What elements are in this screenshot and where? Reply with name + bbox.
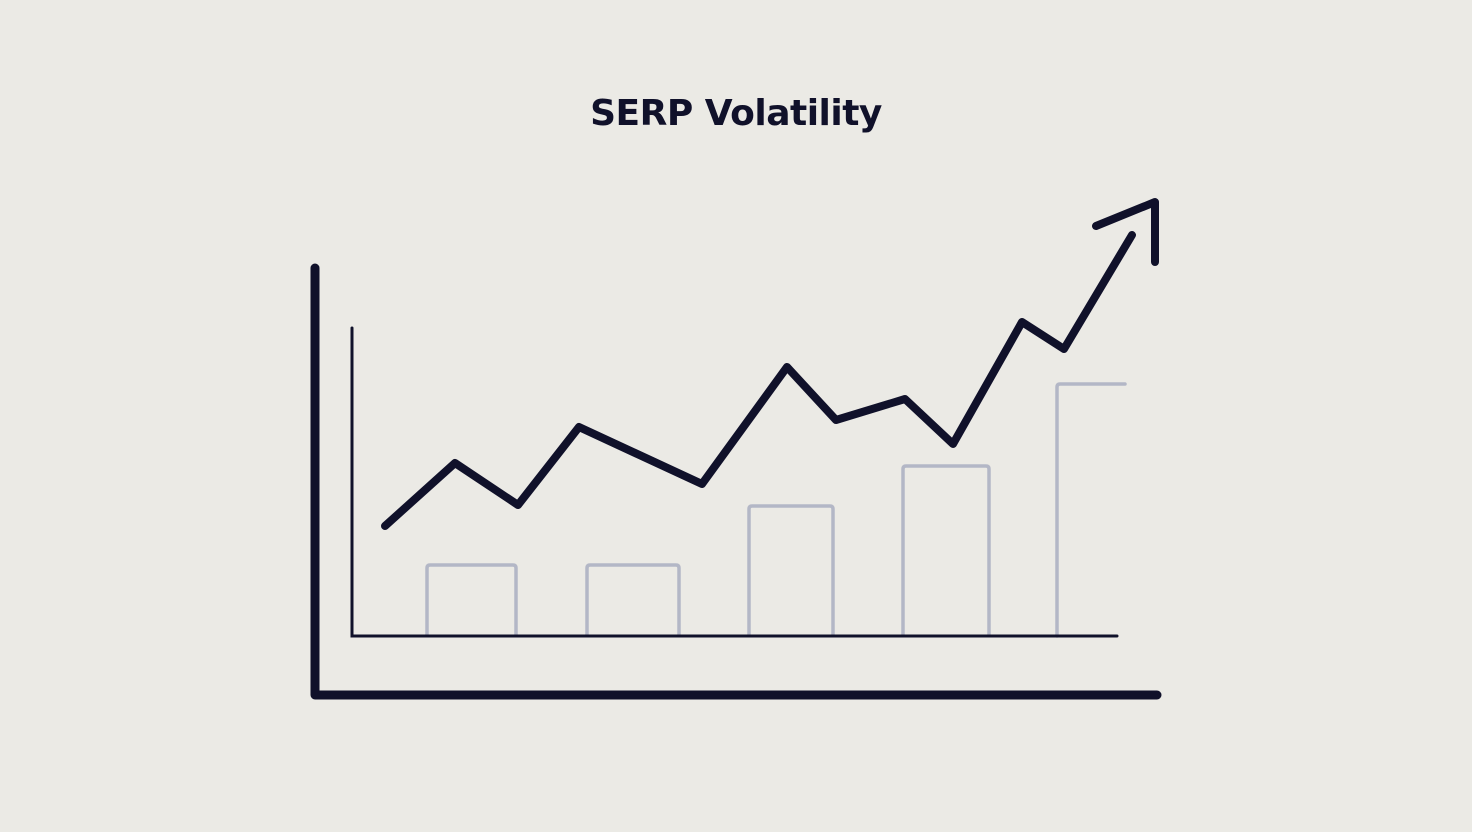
bar	[585, 563, 681, 636]
inner-axis	[350, 326, 1119, 638]
bar-series	[425, 382, 1127, 638]
arrow-up-icon	[1092, 198, 1159, 266]
bar	[747, 504, 835, 636]
bar	[901, 464, 991, 636]
trend-line	[381, 231, 1136, 530]
bar	[425, 563, 518, 636]
chart-title: SERP Volatility	[590, 93, 882, 134]
outer-axis	[310, 263, 1162, 700]
bar-open	[1055, 382, 1127, 638]
